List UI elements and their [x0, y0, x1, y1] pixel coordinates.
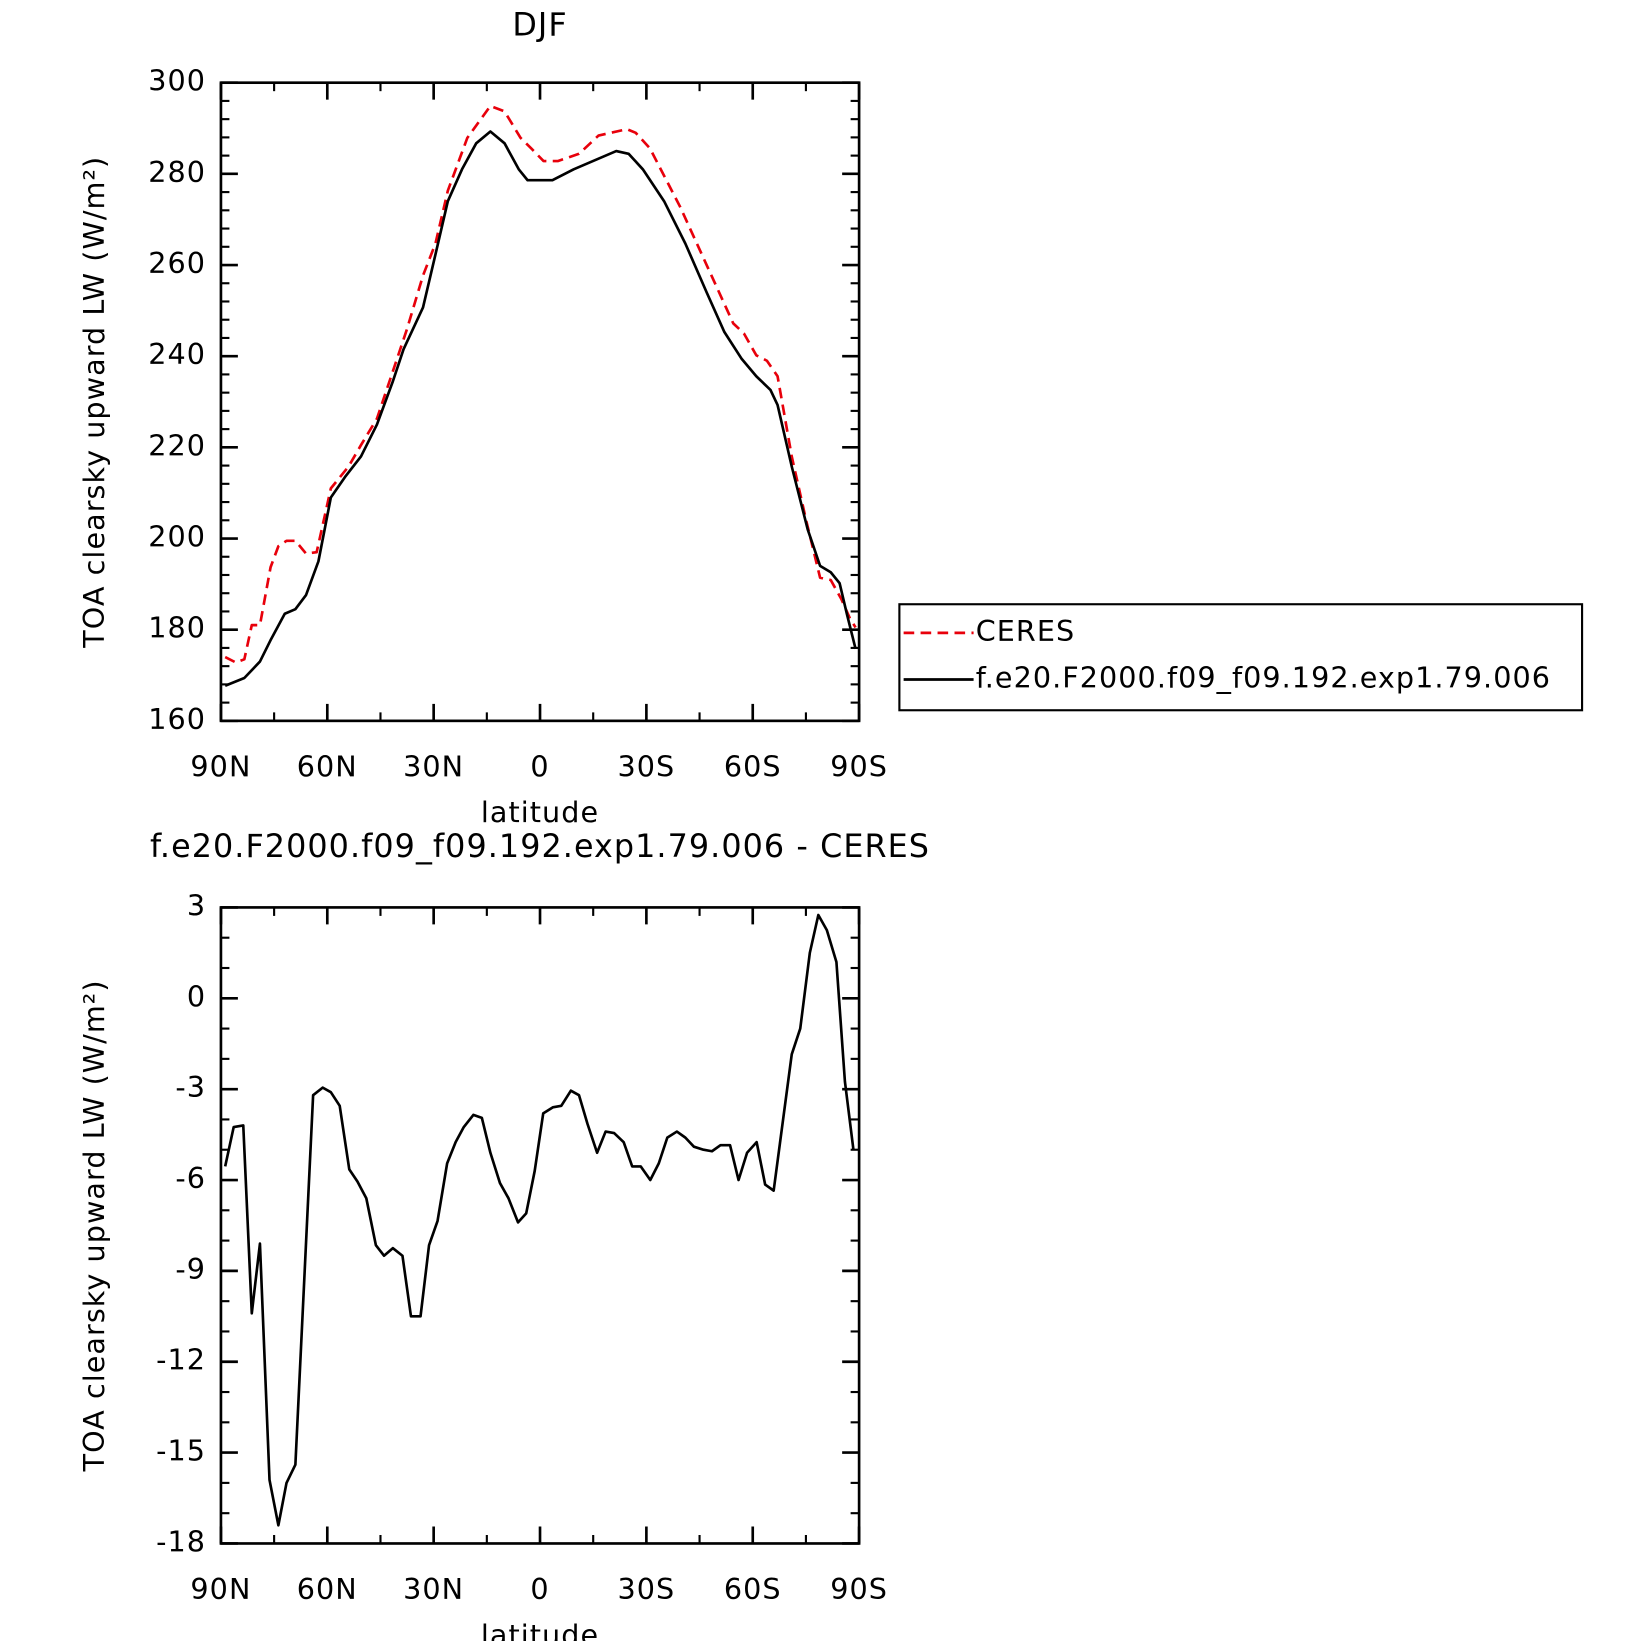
plot-frame [219, 906, 861, 1545]
y-tick-label: 220 [148, 428, 206, 462]
x-tick-label: 0 [530, 750, 549, 784]
x-tick-label: 90N [190, 1572, 251, 1606]
legend-label: f.e20.F2000.f09_f09.192.exp1.79.006 [976, 661, 1551, 695]
x-tick-label: 60S [724, 1572, 782, 1606]
x-axis-label: latitude [481, 795, 599, 829]
y-axis-label: TOA clearsky upward LW (W/m²) [77, 979, 111, 1472]
x-tick-label: 90S [830, 750, 888, 784]
x-tick-label: 90N [190, 750, 251, 784]
x-tick-label: 30N [403, 1572, 464, 1606]
y-tick-label: -9 [175, 1252, 206, 1286]
x-tick-label: 60S [724, 750, 782, 784]
y-tick-label: 280 [148, 155, 206, 189]
y-tick-label: 0 [187, 979, 206, 1013]
y-tick-label: 300 [148, 64, 206, 98]
chart-title: DJF [512, 7, 567, 44]
y-tick-label: 200 [148, 520, 206, 554]
y-axis-label: TOA clearsky upward LW (W/m²) [77, 156, 111, 649]
y-tick-label: 3 [187, 888, 206, 922]
x-tick-label: 90S [830, 1572, 888, 1606]
x-tick-label: 30S [618, 750, 676, 784]
y-tick-label: -12 [156, 1343, 206, 1377]
y-tick-label: -18 [156, 1524, 206, 1558]
x-tick-label: 30S [618, 1572, 676, 1606]
x-tick-label: 60N [297, 1572, 358, 1606]
y-tick-label: -3 [175, 1070, 206, 1104]
x-tick-label: 60N [297, 750, 358, 784]
legend-box [898, 603, 1584, 712]
chart-title: f.e20.F2000.f09_f09.192.exp1.79.006 - CE… [150, 828, 930, 865]
data-line [224, 130, 857, 687]
x-tick-label: 30N [403, 750, 464, 784]
y-tick-label: 180 [148, 611, 206, 645]
y-tick-label: -6 [175, 1161, 206, 1195]
plot-frame [219, 81, 861, 723]
legend-label: CERES [976, 614, 1075, 648]
y-tick-label: -15 [156, 1434, 206, 1468]
x-tick-label: 0 [530, 1572, 549, 1606]
data-line [224, 104, 857, 664]
x-axis-label: latitude [481, 1618, 599, 1641]
y-tick-label: 160 [148, 702, 206, 736]
y-tick-label: 260 [148, 246, 206, 280]
y-tick-label: 240 [148, 337, 206, 371]
data-line [223, 913, 855, 1527]
